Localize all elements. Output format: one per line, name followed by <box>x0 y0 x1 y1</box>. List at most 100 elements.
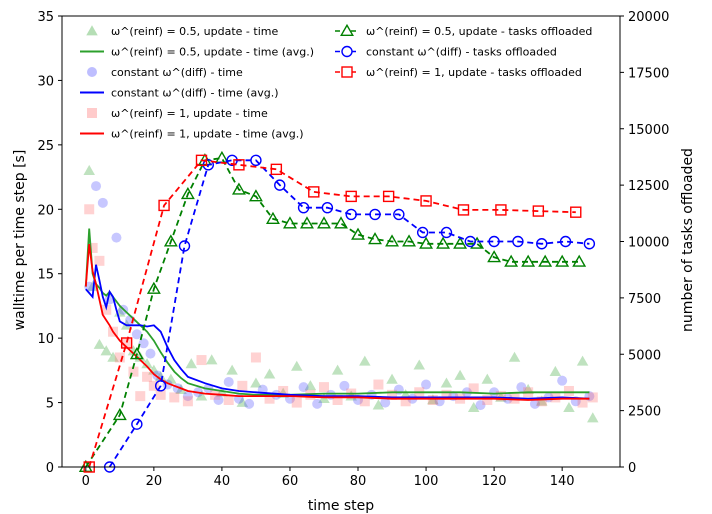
legend-constant-diff-tasks-offloaded-label: constant ω^(diff) - tasks offloaded <box>366 46 557 59</box>
constant-diff-time-point <box>557 375 568 386</box>
reinf-1-update-time-point <box>237 380 248 391</box>
reinf-1-update-time-point <box>148 380 159 391</box>
x-tick-label: 140 <box>550 474 575 489</box>
reinf-0-5-update-time-point <box>205 354 218 365</box>
reinf-1-update-time-point <box>387 389 398 400</box>
reinf-0-5-update-tasks-offloaded-marker <box>248 189 263 202</box>
reinf-1-update-tasks-offloaded-marker <box>158 199 170 212</box>
x-tick-label: 60 <box>282 474 299 489</box>
y-right-tick-label: 12500 <box>628 179 669 194</box>
y-right-tick-label: 5000 <box>628 348 661 363</box>
reinf-0-5-update-time-point <box>454 369 466 380</box>
constant-diff-time-point <box>244 398 255 409</box>
reinf-1-update-tasks-offloaded-marker <box>195 154 208 167</box>
y-left-tick-label: 30 <box>37 74 54 89</box>
reinf-0-5-update-tasks-offloaded-marker <box>351 227 365 240</box>
reinf-0-5-update-time-point <box>100 345 112 356</box>
x-axis-title: time step <box>308 498 374 514</box>
constant-diff-tasks-offloaded-marker <box>178 240 191 252</box>
constant-diff-time-point <box>111 232 122 243</box>
x-tick-label: 80 <box>350 474 367 489</box>
constant-diff-time-point <box>138 338 149 349</box>
line-layer <box>78 150 596 473</box>
reinf-0-5-update-time-point <box>372 399 385 410</box>
x-tick-label: 120 <box>482 474 507 489</box>
reinf-1-update-tasks-offloaded-marker <box>382 190 395 203</box>
reinf-0-5-update-time-point <box>291 360 303 371</box>
x-tick-label: 20 <box>146 474 163 489</box>
reinf-1-update-time-point <box>169 392 180 403</box>
legend-constant-diff-time-label: constant ω^(diff) - time <box>111 66 243 79</box>
reinf-1-update-time-point <box>135 391 146 402</box>
reinf-1-update-time-point <box>587 392 598 403</box>
constant-diff-tasks-offloaded-marker <box>440 226 453 239</box>
reinf-0-5-update-time-point <box>481 373 494 384</box>
reinf-0-5-update-time-point <box>165 373 177 384</box>
reinf-0-5-update-tasks-offloaded-marker <box>419 236 434 249</box>
reinf-1-update-time-point <box>94 255 105 266</box>
constant-diff-time-point <box>339 380 350 391</box>
reinf-0-5-update-time-point <box>154 371 167 382</box>
reinf-0-5-update-time-point <box>195 390 208 401</box>
reinf-0-5-update-tasks-offloaded-marker <box>470 236 485 249</box>
constant-diff-time-point <box>312 398 323 409</box>
reinf-1-update-tasks-offloaded-marker <box>532 205 545 217</box>
reinf-1-update-time-point <box>196 355 207 366</box>
y-right-tick-label: 17500 <box>628 66 669 81</box>
legend-reinf-1-update-time-label: ω^(reinf) = 1, update - time <box>111 107 268 120</box>
reinf-1-update-tasks-offloaded-marker <box>270 163 283 176</box>
reinf-1-update-tasks-offloaded-marker <box>457 204 470 216</box>
constant-diff-time-point <box>182 391 193 402</box>
constant-diff-tasks-offloaded-marker <box>488 235 500 248</box>
reinf-0-5-update-time-point <box>83 164 95 175</box>
constant-diff-tasks-offloaded-marker <box>416 226 429 239</box>
reinf-1-update-time-point <box>468 383 479 394</box>
constant-diff-tasks-offloaded-marker <box>154 380 167 392</box>
reinf-0-5-update-tasks-offloaded-marker <box>334 216 348 229</box>
reinf-0-5-update-time-point <box>359 355 371 366</box>
constant-diff-tasks-offloaded-line <box>108 159 590 468</box>
reinf-0-5-update-tasks-offloaded-marker <box>180 186 195 200</box>
y-right-tick-label: 20000 <box>628 10 669 25</box>
legend: ω^(reinf) = 0.5, update - time ω^(reinf) … <box>80 23 592 141</box>
constant-diff-tasks-offloaded-marker <box>536 238 548 250</box>
legend-reinf-0-5-update-time-swatch <box>86 25 98 36</box>
y-left-tick-label: 10 <box>37 332 54 347</box>
constant-diff-time-point <box>529 398 540 409</box>
reinf-0-5-update-time-point <box>549 365 562 376</box>
reinf-1-update-time-point <box>87 242 98 253</box>
reinf-1-update-tasks-offloaded-marker <box>345 190 357 203</box>
reinf-0-5-update-tasks-offloaded-marker <box>487 250 502 263</box>
constant-diff-tasks-offloaded-marker <box>464 235 476 248</box>
reinf-0-5-update-time-point <box>250 377 262 388</box>
x-tick-label: 40 <box>214 474 231 489</box>
constant-diff-time-point <box>213 394 224 405</box>
constant-diff-time-point <box>131 329 142 340</box>
reinf-0-5-update-tasks-offloaded-marker <box>317 216 331 229</box>
constant-diff-time-point <box>380 397 391 408</box>
reinf-0-5-update-time-point <box>467 401 480 413</box>
reinf-1-update-time-point <box>441 389 452 400</box>
reinf-0-5-update-tasks-offloaded-marker <box>385 234 399 247</box>
y-right-tick-label: 7500 <box>628 292 661 307</box>
reinf-1-update-time-point <box>84 204 95 215</box>
constant-diff-tasks-offloaded-marker <box>274 179 286 191</box>
reinf-1-update-time-point <box>359 396 370 407</box>
y-left-tick-label: 5 <box>46 397 54 412</box>
reinf-0-5-update-time-point <box>587 412 599 423</box>
x-tick-label: 100 <box>414 474 439 489</box>
legend-reinf-1-update-time-swatch <box>87 108 97 118</box>
constant-diff-tasks-offloaded-marker <box>250 154 262 167</box>
legend-reinf-1-update-tasks-offloaded-label: ω^(reinf) = 1, update - tasks offloaded <box>366 66 582 79</box>
y-axis-right-title: number of tasks offloaded <box>680 148 696 332</box>
reinf-1-update-time-point <box>536 396 547 407</box>
reinf-1-update-time-point <box>121 338 132 349</box>
constant-diff-time-point <box>421 379 432 390</box>
reinf-0-5-update-time-point <box>563 401 575 413</box>
reinf-0-5-update-time-point <box>576 355 589 366</box>
y-left-tick-label: 25 <box>37 139 54 154</box>
reinf-1-update-tasks-offloaded-marker <box>495 204 507 216</box>
constant-diff-time-point <box>223 376 234 387</box>
reinf-0-5-update-time-point <box>386 373 398 384</box>
